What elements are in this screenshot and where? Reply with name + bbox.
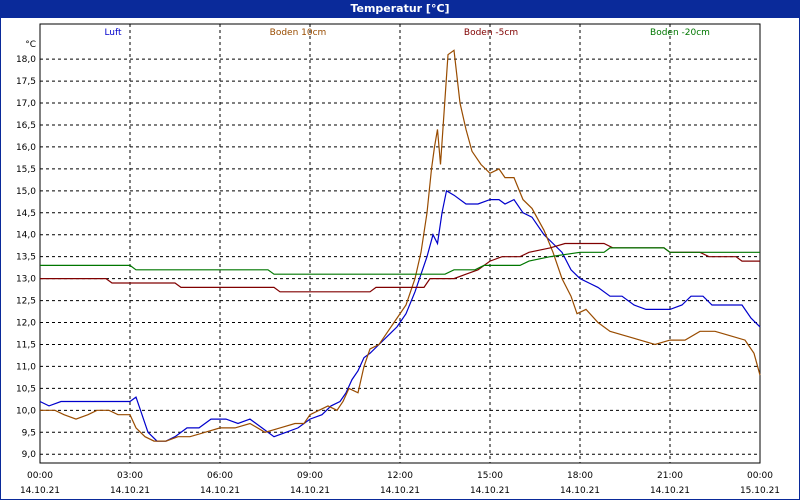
y-tick-label: 14,0	[16, 231, 36, 241]
y-tick-label: 16,5	[16, 121, 36, 131]
legend-entry: Boden -20cm	[650, 28, 710, 38]
y-tick-label: 13,5	[16, 253, 36, 263]
chart-title: Temperatur [°C]	[0, 0, 800, 18]
series-line	[40, 49, 761, 442]
series-line	[40, 247, 760, 275]
x-tick-time: 18:00	[567, 471, 593, 481]
y-tick-label: 17,5	[16, 77, 36, 87]
x-tick-date: 14.10.21	[20, 486, 60, 496]
x-tick-date: 14.10.21	[290, 486, 330, 496]
legend-entry: Boden -5cm	[464, 28, 518, 38]
y-tick-label: 17,0	[16, 99, 36, 109]
y-tick-label: 16,0	[16, 143, 36, 153]
legend-entry: Boden 10cm	[270, 28, 327, 38]
y-tick-label: 13,0	[16, 275, 36, 285]
legend-entry: Luft	[104, 28, 122, 38]
x-tick-time: 00:00	[27, 471, 53, 481]
x-tick-time: 09:00	[297, 471, 323, 481]
y-tick-label: 10,5	[16, 384, 36, 394]
y-tick-label: 15,0	[16, 187, 36, 197]
x-tick-time: 12:00	[387, 471, 413, 481]
x-tick-date: 14.10.21	[650, 486, 690, 496]
x-tick-time: 00:00	[747, 471, 773, 481]
x-tick-time: 03:00	[117, 471, 143, 481]
y-tick-label: 11,0	[16, 362, 36, 372]
x-tick-date: 14.10.21	[560, 486, 600, 496]
x-tick-date: 14.10.21	[380, 486, 420, 496]
y-tick-label: 18,0	[16, 55, 36, 65]
y-tick-label: 11,5	[16, 340, 36, 350]
x-tick-date: 14.10.21	[470, 486, 510, 496]
x-tick-date: 14.10.21	[200, 486, 240, 496]
y-tick-label: 10,0	[16, 406, 36, 416]
x-tick-time: 21:00	[657, 471, 683, 481]
y-tick-label: 14,5	[16, 209, 36, 219]
y-tick-label: 15,5	[16, 165, 36, 175]
y-tick-label: 12,0	[16, 319, 36, 329]
x-tick-date: 14.10.21	[110, 486, 150, 496]
y-axis-label: °C	[25, 40, 36, 50]
x-tick-date: 15.10.21	[740, 486, 780, 496]
y-tick-label: 9,0	[22, 450, 37, 460]
x-tick-time: 06:00	[207, 471, 233, 481]
y-tick-label: 9,5	[22, 428, 36, 438]
x-tick-time: 15:00	[477, 471, 503, 481]
y-tick-label: 12,5	[16, 297, 36, 307]
